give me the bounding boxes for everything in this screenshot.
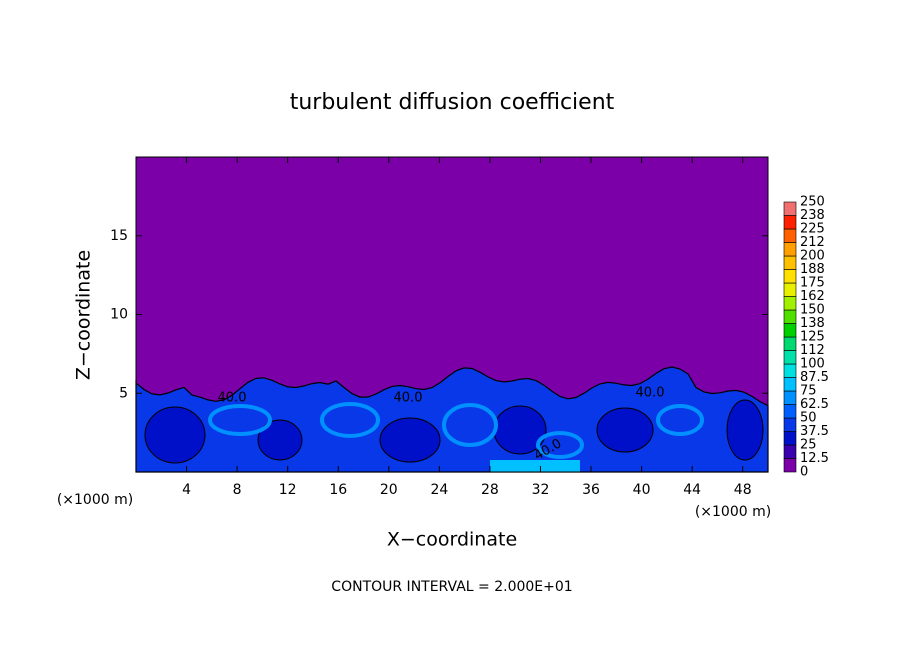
x-tick-label: 8 [233,482,242,498]
chart-title: turbulent diffusion coefficient [290,90,615,115]
colorbar-swatch [783,228,797,243]
x-tick-label: 48 [734,482,752,498]
x-tick-label: 16 [329,482,347,498]
colorbar-swatch [783,377,797,392]
colorbar-swatch [783,417,797,432]
x-tick-label: 12 [279,482,297,498]
footer-note: CONTOUR INTERVAL = 2.000E+01 [331,579,572,595]
colorbar-swatch [783,282,797,297]
colorbar-swatch [783,336,797,351]
eddy-core [144,406,206,464]
colorbar-label: 100 [800,357,825,372]
colorbar-swatch [783,269,797,284]
y-tick-label: 15 [110,228,128,244]
colorbar-swatch [783,458,797,473]
colorbar-swatch [783,215,797,230]
colorbar-swatch [783,404,797,419]
x-tick-label: 32 [532,482,550,498]
colorbar-label: 62.5 [800,397,829,412]
colorbar-label: 250 [800,195,825,210]
eddy-ring [442,403,498,447]
colorbar-label: 188 [800,262,825,277]
eddy-ring [656,404,704,436]
colorbar-swatch [783,323,797,338]
eddy-ring [208,404,272,436]
colorbar-swatch [783,444,797,459]
contour-label: 40.0 [394,391,423,406]
eddy-ring [320,402,380,438]
colorbar-label: 225 [800,222,825,237]
colorbar-label: 75 [800,384,817,399]
colorbar-label: 238 [800,208,825,223]
colorbar-swatch [783,296,797,311]
x-tick-label: 28 [481,482,499,498]
overlay: 40.0 40.040.040.04 8 12 16 20 24 28 32 36 40 44 4851… [110,156,829,498]
x-tick-label: 4 [182,482,191,498]
colorbar-swatch [783,201,797,216]
contour-label: 40.0 [218,391,247,406]
colorbar-swatch [783,255,797,270]
x-axis-label: X−coordinate [387,529,517,551]
x-tick-label: 24 [430,482,448,498]
eddy-core [257,419,303,461]
eddy-ring [536,431,584,459]
colorbar-swatch [783,309,797,324]
colorbar-label: 200 [800,249,825,264]
surface-layer [490,460,580,472]
colorbar-label: 37.5 [800,424,829,439]
colorbar-label: 212 [800,235,825,250]
colorbar-label: 25 [800,438,817,453]
y-axis-label: Z−coordinate [73,250,95,380]
colorbar-label: 138 [800,316,825,331]
colorbar-label: 162 [800,289,825,304]
contour-label: 40.0 [636,386,665,401]
colorbar-label: 125 [800,330,825,345]
eddy-core [596,407,654,453]
colorbar-label: 150 [800,303,825,318]
eddy-core [726,399,764,461]
field [135,157,769,473]
x-tick-label: 44 [683,482,701,498]
colorbar-swatch [783,390,797,405]
x-tick-label: 36 [582,482,600,498]
colorbar-label: 0 [800,465,808,480]
colorbar-label: 112 [800,343,825,358]
x-unit: (×1000 m) [57,492,133,508]
colorbar-swatch [783,431,797,446]
colorbar-label: 87.5 [800,370,829,385]
x-tick-label: 40 [633,482,651,498]
x-tick-label: 20 [380,482,398,498]
colorbar-label: 50 [800,411,817,426]
colorbar-label: 175 [800,276,825,291]
colorbar-swatch [783,242,797,257]
x-unit: (×1000 m) [695,504,771,520]
colorbar-swatch [783,363,797,378]
colorbar-swatch [783,350,797,365]
y-tick-label: 10 [110,307,128,323]
colorbar-label: 12.5 [800,451,829,466]
y-tick-label: 5 [119,385,128,401]
eddy-core [379,417,441,463]
